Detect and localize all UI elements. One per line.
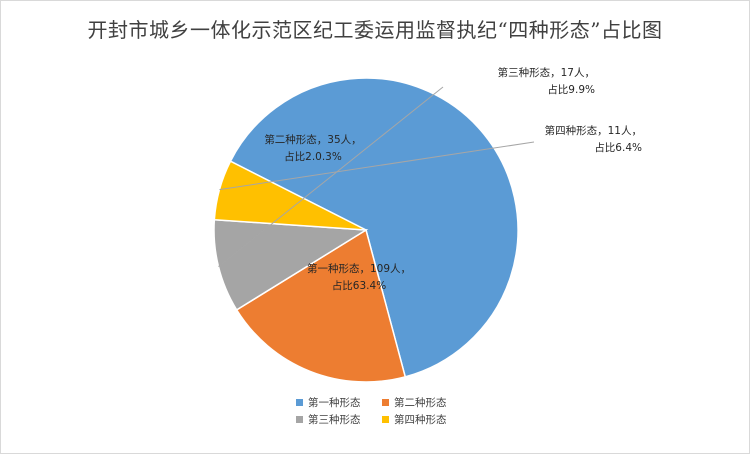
legend-item-3: 第三种形态	[308, 413, 361, 426]
leader-line-4	[219, 141, 535, 191]
slice-label-1-line2: 占比63.4%	[332, 279, 386, 292]
slice-label-2-line1: 第二种形态，35人，	[264, 133, 361, 146]
legend-swatch-4	[382, 416, 389, 423]
pie-slice-1	[229, 77, 519, 378]
slice-label-1-line1: 第一种形态，109人，	[307, 262, 411, 275]
legend-swatch-1	[296, 399, 303, 406]
slice-label-2-line2: 占比2.0.3%	[284, 150, 342, 163]
legend-swatch-3	[296, 416, 303, 423]
legend-swatch-2	[382, 399, 389, 406]
chart-title: 开封市城乡一体化示范区纪工委运用监督执纪“四种形态”占比图	[87, 18, 663, 42]
slice-label-4-line2: 占比6.4%	[594, 141, 642, 154]
legend-item-1: 第一种形态	[308, 396, 361, 409]
legend: 第一种形态 第二种形态 第三种形态 第四种形态	[296, 396, 447, 426]
legend-item-2: 第二种形态	[394, 396, 447, 409]
slice-label-3-line2: 占比9.9%	[547, 83, 595, 96]
leader-line-3	[218, 86, 444, 267]
slice-label-4-line1: 第四种形态，11人，	[545, 124, 642, 137]
pie-slice-2	[235, 228, 407, 383]
slice-label-3-line1: 第三种形态，17人，	[498, 66, 595, 79]
legend-item-4: 第四种形态	[394, 413, 447, 426]
